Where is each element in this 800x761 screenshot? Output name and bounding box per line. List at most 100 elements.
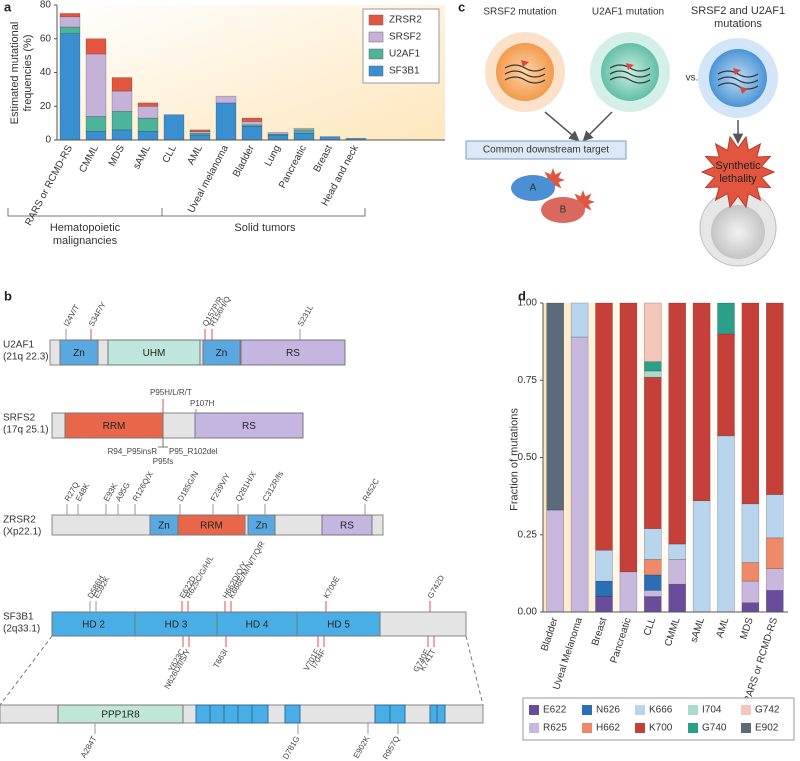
- x-tick-label: Bladder: [539, 616, 560, 653]
- bar-segment: [644, 370, 662, 378]
- mutation-label: P95_R102del: [169, 447, 218, 456]
- domain: [177, 514, 246, 536]
- y-tick-label: 0.75: [518, 375, 538, 386]
- bar-segment: [644, 302, 662, 362]
- bar-segment: [595, 302, 613, 551]
- domain: [107, 339, 201, 366]
- x-tick-label: Lung: [263, 143, 283, 168]
- x-tick-label: Bladder: [231, 143, 257, 179]
- domain: [296, 611, 381, 637]
- nucleus: [496, 43, 554, 101]
- legend-label: G742: [755, 705, 780, 716]
- bar-segment: [668, 559, 686, 585]
- bar-segment: [668, 302, 686, 545]
- legend-swatch: [582, 723, 592, 733]
- domain-label: Zn: [73, 348, 85, 359]
- mutation-label: R94_P95insR: [108, 447, 158, 456]
- bar-segment: [85, 131, 107, 141]
- nucleus: [709, 49, 767, 107]
- protein-locus: (17q 25.1): [3, 425, 49, 436]
- bar-segment: [319, 136, 341, 141]
- legend-label: H662: [596, 723, 620, 734]
- bar-segment: [619, 571, 638, 613]
- arrow: [582, 111, 613, 142]
- nucleus: [601, 43, 659, 101]
- y-tick-label: 0.00: [518, 607, 538, 618]
- bar-segment: [570, 302, 589, 338]
- x-tick-label: MDS: [738, 616, 755, 641]
- legend-swatch: [368, 14, 384, 26]
- legend-swatch: [741, 705, 751, 715]
- bar-segment: [59, 33, 81, 141]
- y-tick-label: 0.25: [518, 529, 538, 540]
- bar-segment: [111, 111, 133, 131]
- bar-segment: [741, 302, 760, 505]
- bar-segment: [111, 77, 133, 92]
- bar-segment: [163, 114, 185, 141]
- legend-label: I704: [702, 705, 722, 716]
- arrow: [544, 111, 580, 142]
- protein: [541, 197, 585, 223]
- domain-label: RS: [286, 348, 300, 359]
- legend-label: N626: [596, 705, 620, 716]
- protein-locus: (Xp22.1): [3, 527, 41, 538]
- domain: [195, 704, 269, 724]
- bar-segment: [766, 568, 784, 591]
- bar-segment: [570, 336, 589, 613]
- panel-label: c: [458, 0, 465, 14]
- bar-segment: [137, 106, 159, 119]
- bar-segment: [766, 537, 784, 569]
- bar-segment: [644, 376, 662, 529]
- domain: [321, 514, 373, 536]
- mutation-label: K666E/M/N/T/Q/R: [227, 540, 267, 601]
- legend-swatch: [688, 723, 698, 733]
- protein-name: ZRSR2: [3, 515, 36, 526]
- protein-label: A: [530, 183, 537, 194]
- bar-segment: [692, 500, 711, 613]
- bar-segment: [111, 90, 133, 112]
- bar-segment: [241, 121, 263, 126]
- bar-segment: [644, 590, 662, 597]
- bar-segment: [692, 302, 711, 502]
- mutation-label: A95G: [114, 481, 132, 503]
- bar-segment: [241, 124, 263, 127]
- y-tick-label: 80: [40, 0, 52, 11]
- domain-label: HD 2: [82, 620, 105, 631]
- target-box: [465, 140, 627, 160]
- cell-title: SRSF2 and U2AF1 mutations: [690, 5, 786, 30]
- mutation-label: K700E: [322, 575, 342, 600]
- domain-label: HD 3: [165, 620, 188, 631]
- bar-segment: [644, 574, 662, 591]
- dead-nucleus: [711, 205, 765, 259]
- bar-segment: [85, 53, 107, 117]
- protein: [511, 175, 555, 201]
- mutation-label: A284T: [79, 734, 99, 759]
- domain: [57, 704, 184, 724]
- bar-segment: [293, 133, 315, 141]
- bar-segment: [644, 596, 662, 613]
- domain-label: Zn: [256, 521, 268, 532]
- mutation-label: P107H: [190, 399, 215, 408]
- lethality-burst: [700, 135, 776, 209]
- bar-segment: [741, 503, 760, 563]
- protein-locus: (2q33.1): [3, 624, 40, 635]
- domain-label: RS: [340, 521, 354, 532]
- bar-segment: [293, 129, 315, 134]
- bar-segment: [267, 132, 289, 135]
- x-tick-label: Breast: [590, 616, 609, 647]
- x-tick-label: sAML: [131, 143, 153, 171]
- group-label: Solid tumors: [234, 222, 296, 234]
- legend-label: R625: [543, 723, 567, 734]
- mutation-label: R452C: [361, 477, 381, 503]
- group-label: Hematopoietic malignancies: [49, 222, 121, 247]
- y-tick-label: 0: [45, 135, 51, 146]
- protein-name: U2AF1: [3, 340, 35, 351]
- bar-segment: [766, 302, 784, 495]
- bar-segment: [717, 333, 735, 437]
- mutation-label: P95H/L/R/T: [150, 388, 192, 397]
- domain: [284, 704, 301, 724]
- x-tick-label: CLL: [161, 143, 180, 165]
